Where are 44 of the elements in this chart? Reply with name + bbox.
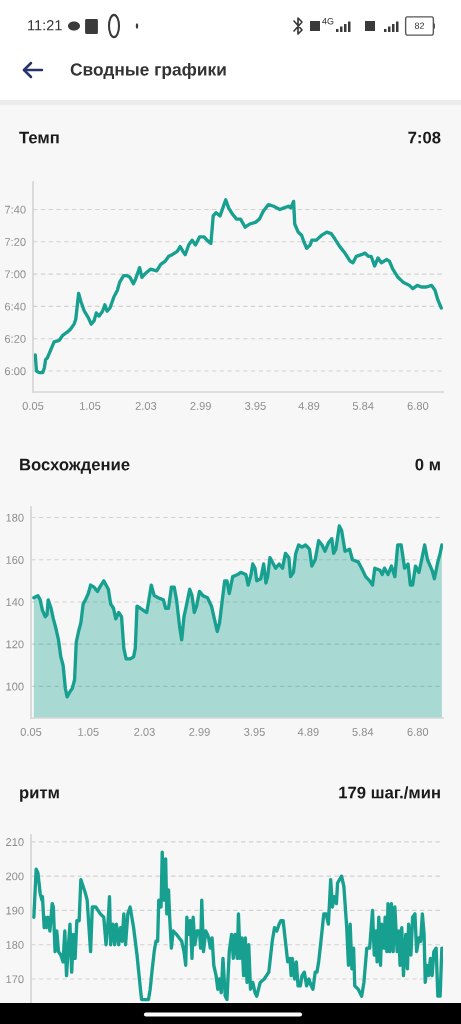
x-tick-label: 3.95 <box>244 728 265 736</box>
text: 179 шаг./мин <box>339 786 440 799</box>
y-tick-label: 7:00 <box>5 270 26 279</box>
chart-title: Восхождение <box>20 458 130 474</box>
x-tick-label: 2.99 <box>189 728 210 736</box>
y-tick-label: 7:40 <box>5 205 26 214</box>
text: 4G <box>322 18 334 25</box>
y-tick-label: 180 <box>6 513 24 522</box>
y-tick-label: 120 <box>6 640 24 649</box>
x-tick-label: 4.89 <box>298 402 320 410</box>
x-tick-label: 6.80 <box>407 728 429 736</box>
x-tick-label: 2.03 <box>134 728 155 736</box>
y-tick-label: 6:00 <box>5 367 26 376</box>
y-tick-label: 100 <box>6 682 24 691</box>
y-tick-label: 210 <box>6 838 24 846</box>
x-tick-label: 2.03 <box>135 402 157 410</box>
text: 0 м <box>415 458 440 471</box>
text: 11:21 <box>28 20 62 31</box>
y-tick-label: 170 <box>6 975 24 984</box>
chart-title: ритм <box>20 789 59 802</box>
x-tick-label: 1.05 <box>80 402 101 410</box>
line-series <box>33 198 443 375</box>
line-series <box>32 850 443 1002</box>
x-tick-label: 5.84 <box>352 402 374 410</box>
x-tick-label: 0.05 <box>20 728 42 736</box>
text: Сводные графики <box>70 62 226 80</box>
chart-title: Темп <box>19 131 59 144</box>
y-tick-label: 160 <box>6 556 24 564</box>
y-tick-label: 180 <box>6 940 24 949</box>
text: 7:08 <box>408 131 441 144</box>
x-tick-label: 4.89 <box>297 728 319 736</box>
text: 82 <box>414 22 425 29</box>
y-tick-label: 6:40 <box>5 302 26 311</box>
x-tick-label: 0.05 <box>22 402 44 410</box>
x-tick-label: 3.95 <box>245 402 266 410</box>
x-tick-label: 6.80 <box>407 402 429 410</box>
x-tick-label: 5.84 <box>352 728 374 736</box>
x-tick-label: 1.05 <box>78 728 99 736</box>
y-tick-label: 190 <box>6 906 24 915</box>
y-tick-label: 200 <box>6 872 24 881</box>
y-tick-label: 7:20 <box>5 238 26 246</box>
y-tick-label: 140 <box>6 598 24 607</box>
x-tick-label: 2.99 <box>190 402 211 410</box>
y-tick-label: 6:20 <box>5 334 26 343</box>
